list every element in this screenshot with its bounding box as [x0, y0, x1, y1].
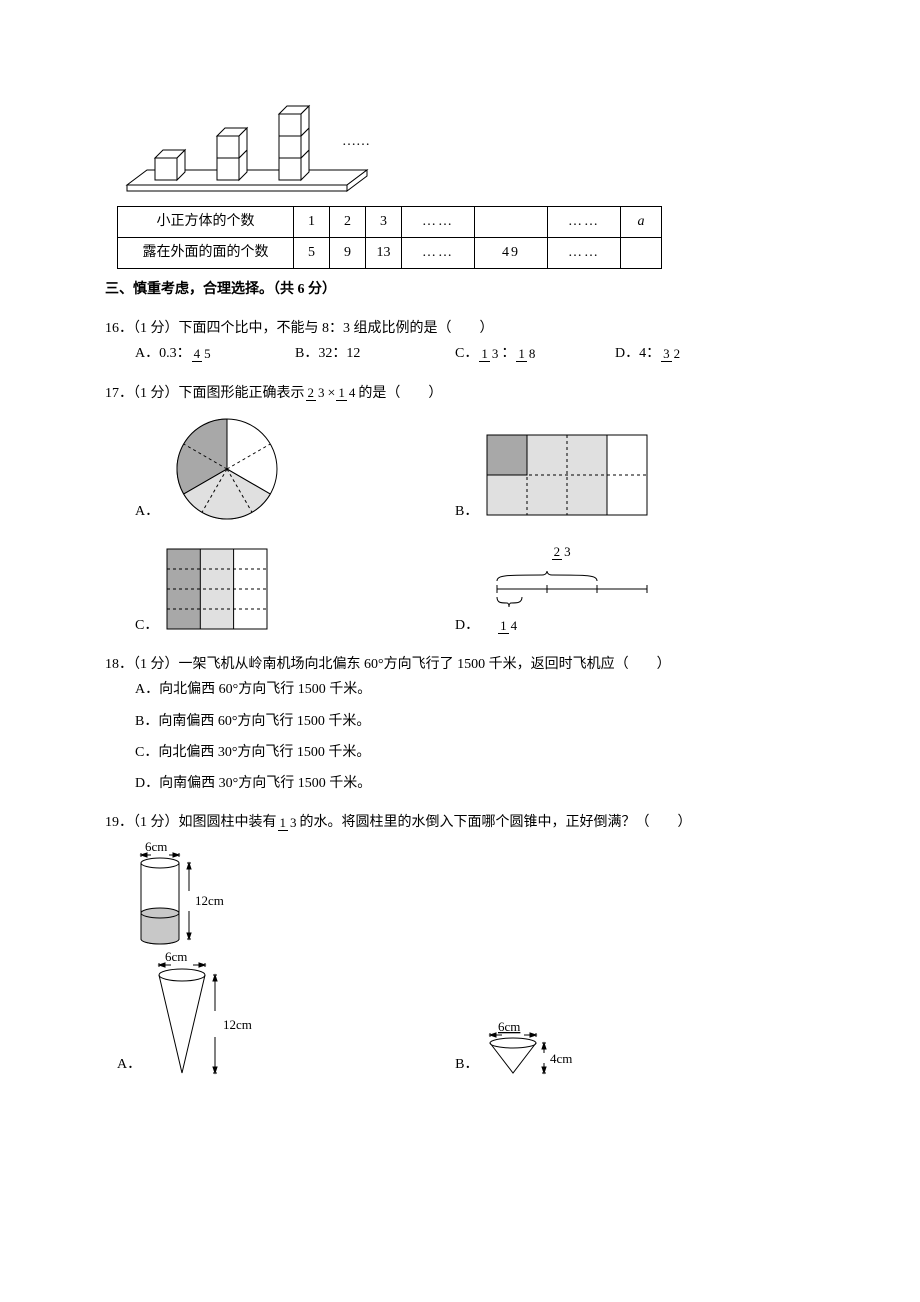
- q16-option-B: B．32：12: [295, 341, 455, 366]
- q16-option-D: D．4：32: [615, 341, 775, 366]
- q17-option-A: A．: [135, 414, 455, 524]
- cell: a: [621, 207, 662, 238]
- q16-option-C: C．13：18: [455, 341, 615, 366]
- q17-option-C: C．: [135, 540, 455, 638]
- q18-option-A: A．向北偏西 60°方向飞行 1500 千米。: [135, 677, 815, 702]
- question-17: 17．（1 分）下面图形能正确表示23×14的是（ ） A．: [105, 381, 815, 639]
- q16-stem: 16．（1 分）下面四个比中，不能与 8：3 组成比例的是（ ）: [105, 316, 815, 341]
- cell: ……: [402, 238, 475, 269]
- question-19: 19．（1 分）如图圆柱中装有13的水。将圆柱里的水倒入下面哪个圆锥中，正好倒满…: [105, 810, 815, 1081]
- cell: 3: [366, 207, 402, 238]
- cell: [475, 207, 548, 238]
- cubes-table: 小正方体的个数 1 2 3 …… …… a 露在外面的面的个数 5 9 13 ……: [117, 206, 662, 269]
- cell: 49: [475, 238, 548, 269]
- cell: ……: [548, 238, 621, 269]
- question-18: 18．（1 分）一架飞机从岭南机场向北偏东 60°方向飞行了 1500 千米，返…: [105, 652, 815, 796]
- q19-option-B-figure: 6cm 4cm: [482, 1021, 602, 1081]
- q17-option-D: D． 23: [455, 540, 775, 638]
- cell: [621, 238, 662, 269]
- question-16: 16．（1 分）下面四个比中，不能与 8：3 组成比例的是（ ） A．0.3：4…: [105, 316, 815, 366]
- q16-option-A: A．0.3：45: [135, 341, 295, 366]
- svg-text:6cm: 6cm: [145, 841, 167, 854]
- svg-text:6cm: 6cm: [165, 951, 187, 964]
- q19-option-A-figure: 6cm 12c: [145, 951, 275, 1081]
- q18-option-C: C．向北偏西 30°方向飞行 1500 千米。: [135, 740, 815, 765]
- q18-option-B: B．向南偏西 60°方向飞行 1500 千米。: [135, 709, 815, 734]
- q17-option-B: B．: [455, 414, 775, 524]
- q19-stem: 19．（1 分）如图圆柱中装有13的水。将圆柱里的水倒入下面哪个圆锥中，正好倒满…: [105, 810, 815, 835]
- q17-stem: 17．（1 分）下面图形能正确表示23×14的是（ ）: [105, 381, 815, 406]
- q19-option-B-label: B．: [455, 1052, 478, 1081]
- q19-option-A-label: A．: [117, 1052, 141, 1081]
- svg-text:4cm: 4cm: [550, 1051, 572, 1066]
- q19-cylinder-figure: 6cm: [135, 841, 815, 951]
- cubes-figure: ……: [117, 90, 815, 200]
- q18-option-D: D．向南偏西 30°方向飞行 1500 千米。: [135, 771, 815, 796]
- cell: ……: [402, 207, 475, 238]
- q18-stem: 18．（1 分）一架飞机从岭南机场向北偏东 60°方向飞行了 1500 千米，返…: [105, 652, 815, 677]
- cell: 1: [294, 207, 330, 238]
- row2-label: 露在外面的面的个数: [118, 238, 294, 269]
- cell: 13: [366, 238, 402, 269]
- section-3-heading: 三、慎重考虑，合理选择。（共 6 分）: [105, 277, 815, 302]
- dots-text: ……: [342, 134, 370, 149]
- cell: 2: [330, 207, 366, 238]
- svg-text:12cm: 12cm: [223, 1017, 252, 1032]
- row1-label: 小正方体的个数: [118, 207, 294, 238]
- cell: ……: [548, 207, 621, 238]
- cell: 9: [330, 238, 366, 269]
- svg-text:6cm: 6cm: [498, 1021, 520, 1034]
- svg-text:12cm: 12cm: [195, 893, 224, 908]
- cell: 5: [294, 238, 330, 269]
